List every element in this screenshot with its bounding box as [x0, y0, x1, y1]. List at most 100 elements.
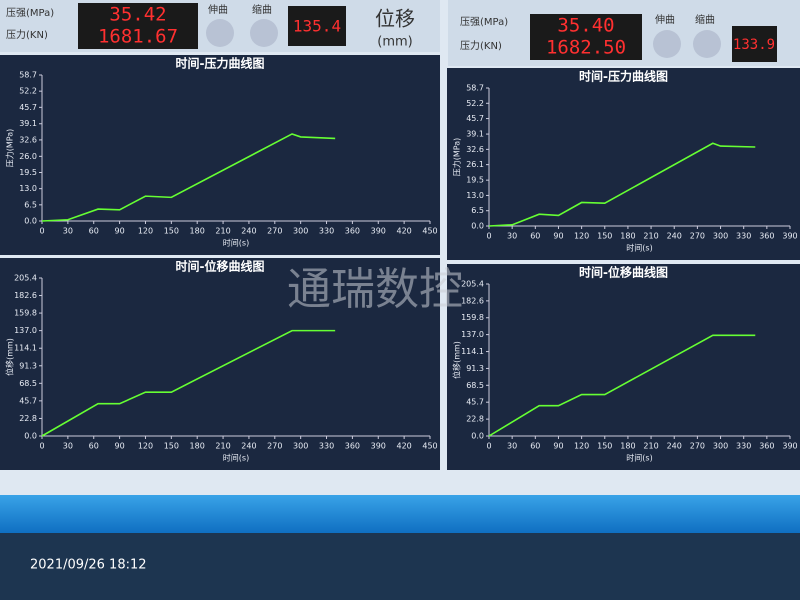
readout-box [78, 3, 198, 49]
x-tick-label: 180 [190, 442, 205, 451]
y-tick-label: 45.7 [466, 398, 484, 407]
x-tick-label: 240 [667, 442, 682, 451]
data-line [488, 334, 756, 437]
x-tick-label: 90 [553, 232, 563, 241]
x-tick-label: 390 [782, 442, 797, 451]
x-tick-label: 420 [396, 442, 411, 451]
x-tick-label: 300 [713, 232, 728, 241]
y-tick-label: 159.8 [461, 313, 484, 322]
y-tick-label: 6.5 [24, 200, 37, 209]
x-tick-label: 420 [396, 227, 411, 236]
x-tick-label: 150 [597, 442, 612, 451]
photo-bottom [0, 533, 800, 600]
chart-title: 时间-压力曲线图 [579, 69, 668, 84]
indicator[interactable] [653, 30, 681, 58]
x-tick-label: 90 [553, 442, 563, 451]
x-axis-label: 时间(s) [223, 238, 249, 248]
label: 压力(KN) [460, 39, 502, 52]
x-tick-label: 360 [345, 442, 360, 451]
y-tick-label: 91.3 [19, 361, 37, 370]
y-tick-label: 114.1 [14, 344, 37, 353]
chart-title: 时间-位移曲线图 [579, 265, 668, 280]
button-label: 缩曲 [252, 3, 272, 16]
y-tick-label: 45.7 [19, 396, 37, 405]
label: (mm) [377, 35, 412, 50]
y-tick-label: 182.6 [14, 291, 37, 300]
y-tick-label: 205.4 [461, 280, 484, 289]
y-tick-label: 137.0 [461, 330, 484, 339]
x-tick-label: 120 [574, 442, 589, 451]
y-tick-label: 6.5 [471, 206, 484, 215]
y-tick-label: 58.7 [19, 71, 37, 80]
x-axis-label: 时间(s) [626, 243, 652, 253]
y-tick-label: 114.1 [461, 347, 484, 356]
y-axis-label: 位移(mm) [5, 338, 15, 376]
x-tick-label: 390 [371, 227, 386, 236]
chart-title: 时间-压力曲线图 [176, 56, 265, 71]
y-tick-label: 68.5 [19, 379, 37, 388]
x-tick-label: 60 [89, 442, 99, 451]
y-tick-label: 13.0 [19, 184, 37, 193]
y-tick-label: 39.1 [19, 119, 37, 128]
x-tick-label: 180 [190, 227, 205, 236]
x-tick-label: 0 [39, 227, 44, 236]
x-tick-label: 90 [115, 442, 125, 451]
y-tick-label: 58.7 [466, 84, 484, 93]
x-tick-label: 390 [782, 232, 797, 241]
readout-box [530, 14, 642, 60]
chart-panel [447, 264, 800, 470]
x-tick-label: 300 [713, 442, 728, 451]
x-tick-label: 0 [39, 442, 44, 451]
timestamp: 2021/09/26 18:12 [30, 558, 147, 573]
indicator[interactable] [206, 19, 234, 47]
indicator[interactable] [693, 30, 721, 58]
x-tick-label: 60 [530, 232, 540, 241]
y-tick-label: 32.6 [19, 135, 37, 144]
x-tick-label: 210 [215, 227, 230, 236]
label: 压强(MPa) [460, 16, 508, 28]
button-label: 缩曲 [695, 13, 715, 26]
x-tick-label: 150 [597, 232, 612, 241]
x-tick-label: 450 [422, 227, 437, 236]
x-tick-label: 60 [89, 227, 99, 236]
x-tick-label: 210 [643, 232, 658, 241]
y-tick-label: 45.7 [19, 103, 37, 112]
y-tick-label: 182.6 [461, 296, 484, 305]
chart-panel [447, 68, 800, 260]
chart-panel [0, 55, 440, 255]
y-tick-label: 26.1 [466, 160, 484, 169]
indicator[interactable] [250, 19, 278, 47]
y-tick-label: 22.8 [466, 415, 484, 424]
chart-panel [0, 258, 440, 470]
y-tick-label: 0.0 [471, 432, 484, 441]
x-tick-label: 150 [164, 227, 179, 236]
y-tick-label: 32.6 [466, 145, 484, 154]
readout: 35.42 [109, 4, 166, 26]
x-tick-label: 180 [620, 442, 635, 451]
button-label: 伸曲 [655, 14, 675, 26]
y-tick-label: 13.0 [466, 191, 484, 200]
y-tick-label: 205.4 [14, 274, 37, 283]
data-line [41, 133, 336, 222]
x-tick-label: 150 [164, 442, 179, 451]
y-tick-label: 19.5 [19, 168, 37, 177]
x-tick-label: 240 [241, 227, 256, 236]
x-tick-label: 30 [63, 227, 73, 236]
x-tick-label: 270 [690, 232, 705, 241]
y-axis-label: 压力(MPa) [452, 138, 462, 177]
x-axis-label: 时间(s) [626, 453, 652, 463]
x-tick-label: 60 [530, 442, 540, 451]
y-tick-label: 26.0 [19, 152, 37, 161]
readout: 1681.67 [98, 26, 178, 48]
y-axis-label: 位移(mm) [452, 341, 462, 379]
x-tick-label: 300 [293, 227, 308, 236]
x-axis-label: 时间(s) [223, 453, 249, 463]
x-tick-label: 240 [241, 442, 256, 451]
x-tick-label: 30 [507, 442, 517, 451]
y-axis-label: 压力(MPa) [5, 129, 15, 168]
x-tick-label: 330 [736, 442, 751, 451]
x-tick-label: 180 [620, 232, 635, 241]
data-line [488, 142, 756, 227]
button-label: 伸曲 [208, 4, 228, 16]
